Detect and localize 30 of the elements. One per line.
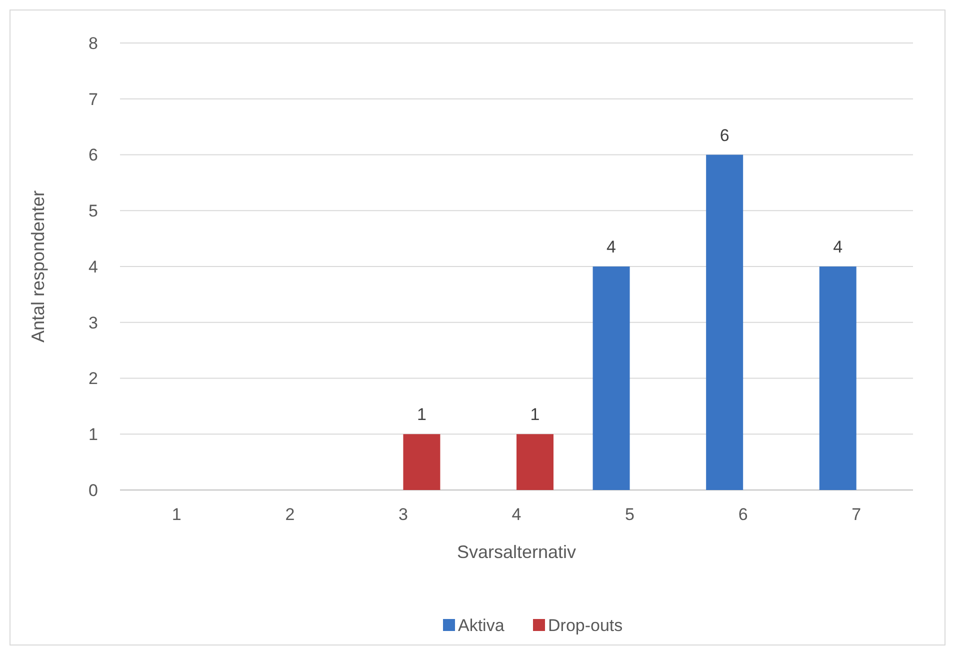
data-label: 1 (530, 405, 540, 424)
legend-label: Drop-outs (548, 616, 623, 635)
x-tick-label: 5 (625, 505, 635, 524)
legend-label: Aktiva (458, 616, 505, 635)
data-label: 1 (416, 405, 426, 424)
y-tick-label: 5 (88, 202, 98, 221)
data-label: 4 (606, 238, 616, 256)
x-tick-label: 1 (172, 505, 182, 524)
y-tick-label: 6 (88, 146, 98, 165)
bar (516, 434, 554, 490)
y-tick-label: 1 (88, 425, 98, 444)
data-label: 4 (833, 238, 843, 256)
x-tick-label: 6 (738, 505, 748, 524)
y-tick-label: 0 (88, 480, 98, 500)
y-tick-label: 2 (88, 369, 98, 388)
y-axis-title: Antal respondenter (28, 190, 48, 343)
data-label: 6 (720, 126, 730, 145)
x-axis-title: Svarsalternativ (456, 542, 576, 562)
y-tick-label: 4 (88, 257, 98, 276)
bar (819, 266, 856, 490)
bar (403, 434, 440, 490)
y-tick-label: 7 (88, 90, 98, 109)
bar (706, 154, 744, 490)
x-tick-label: 2 (285, 505, 295, 524)
y-tick-label: 8 (88, 34, 98, 53)
x-tick-label: 4 (512, 505, 522, 524)
x-tick-label: 3 (398, 505, 408, 524)
y-tick-label: 3 (88, 313, 98, 332)
bar (592, 266, 630, 490)
x-tick-label: 7 (852, 505, 862, 524)
